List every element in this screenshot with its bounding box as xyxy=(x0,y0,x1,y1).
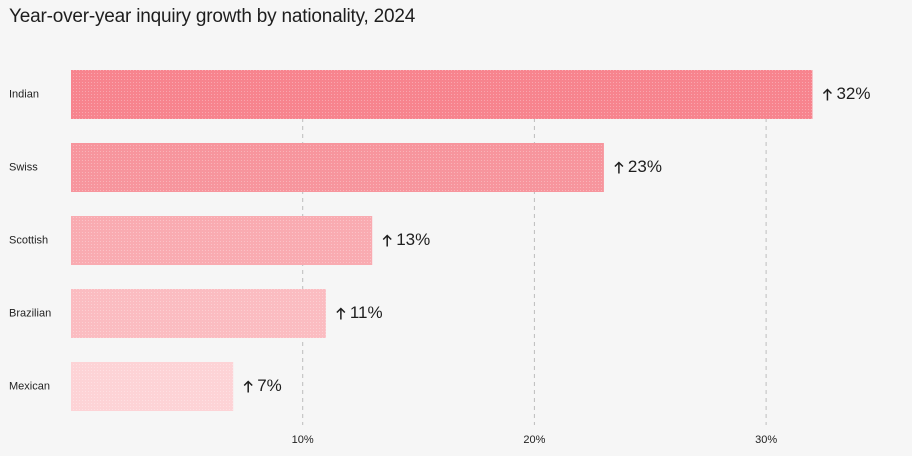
arrow-up-icon-head xyxy=(243,380,253,387)
bar-texture xyxy=(71,216,373,265)
arrow-up-icon-head xyxy=(822,88,832,95)
category-label: Mexican xyxy=(9,380,50,392)
category-label: Scottish xyxy=(9,234,48,246)
chart-title: Year-over-year inquiry growth by nationa… xyxy=(9,6,416,27)
x-tick-label: 20% xyxy=(523,434,545,446)
bar-texture xyxy=(71,143,604,192)
x-tick-label: 10% xyxy=(292,434,314,446)
category-label: Indian xyxy=(9,88,39,100)
bar-texture xyxy=(71,289,326,338)
bar-texture xyxy=(71,362,234,411)
category-label: Swiss xyxy=(9,161,38,173)
bar-layer xyxy=(71,70,813,411)
bar-texture xyxy=(71,70,813,119)
arrow-up-icon-head xyxy=(382,234,392,241)
arrow-up-icon xyxy=(336,307,346,320)
label-layer: Indian 32% Swiss 23% Scottish 13% Brazilian 11%… xyxy=(9,84,870,395)
arrow-up-icon-head xyxy=(614,161,624,168)
arrow-up-icon xyxy=(822,88,832,101)
value-label: 13% xyxy=(396,230,430,249)
x-tick-label: 30% xyxy=(755,434,777,446)
value-label: 32% xyxy=(836,84,870,103)
category-label: Brazilian xyxy=(9,307,51,319)
value-label: 11% xyxy=(350,303,383,322)
value-label: 7% xyxy=(257,376,282,395)
arrow-up-icon xyxy=(243,380,253,393)
arrow-up-icon xyxy=(382,234,392,247)
arrow-up-icon-head xyxy=(336,307,346,314)
value-label: 23% xyxy=(628,157,662,176)
arrow-up-icon xyxy=(614,161,624,174)
